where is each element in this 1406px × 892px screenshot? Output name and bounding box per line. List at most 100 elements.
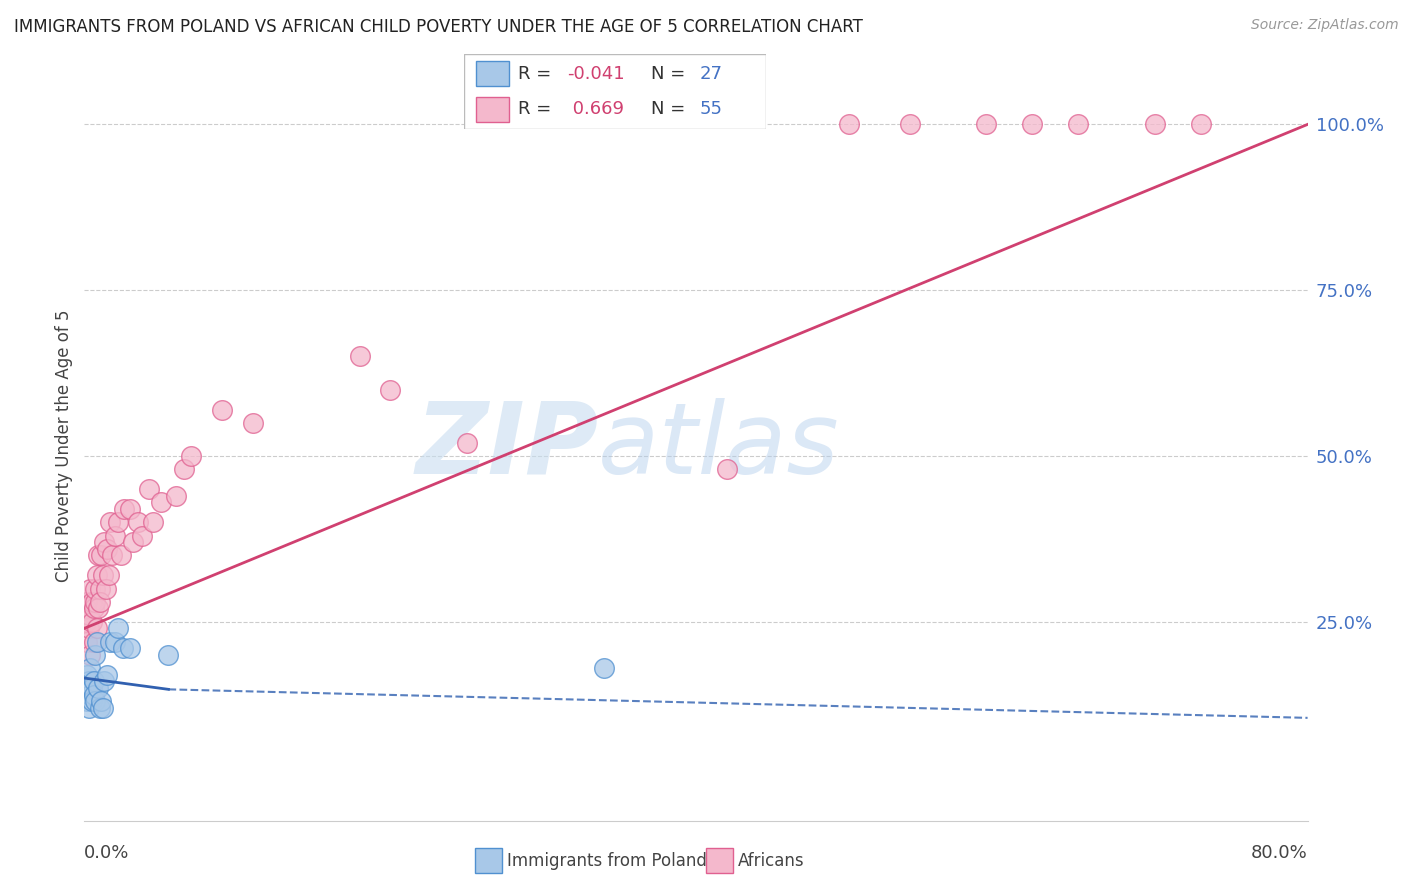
Point (84, 595, 107, 609)
Point (120, 502, 142, 516)
Bar (477, 62, 509, 87)
Point (112, 502, 135, 516)
Point (89, 582, 111, 596)
Point (93, 535, 115, 549)
Point (122, 535, 145, 549)
Point (80, 615, 103, 629)
Point (180, 449, 202, 463)
Text: atlas: atlas (598, 398, 839, 494)
Point (79, 582, 101, 596)
Point (380, 383, 402, 397)
Text: ZIP: ZIP (415, 398, 598, 494)
Text: Immigrants from Poland: Immigrants from Poland (506, 852, 706, 870)
Text: 80.0%: 80.0% (1251, 844, 1308, 862)
Point (93, 674, 115, 689)
Text: IMMIGRANTS FROM POLAND VS AFRICAN CHILD POVERTY UNDER THE AGE OF 5 CORRELATION C: IMMIGRANTS FROM POLAND VS AFRICAN CHILD … (14, 18, 863, 36)
Bar (706, 848, 733, 873)
Point (76, 694, 98, 708)
Point (111, 641, 134, 656)
Text: 0.669: 0.669 (567, 100, 624, 119)
Bar (477, 96, 509, 122)
Point (87, 601, 110, 615)
Point (149, 495, 172, 509)
Text: Africans: Africans (738, 852, 804, 870)
Point (131, 528, 153, 542)
Point (77, 674, 100, 689)
Point (1189, 117, 1212, 131)
Point (593, 661, 616, 675)
Point (456, 435, 478, 450)
Y-axis label: Child Poverty Under the Age of 5: Child Poverty Under the Age of 5 (55, 310, 73, 582)
Point (98, 515, 121, 529)
Point (89, 701, 111, 715)
Text: 55: 55 (700, 100, 723, 119)
Point (838, 117, 860, 131)
Text: 0.0%: 0.0% (84, 844, 129, 862)
Point (75, 601, 97, 615)
Point (83, 634, 105, 648)
Point (96, 541, 118, 556)
Point (76, 634, 98, 648)
Point (84, 648, 107, 662)
FancyBboxPatch shape (464, 54, 766, 129)
Point (86, 621, 108, 635)
Point (157, 648, 180, 662)
Point (83, 601, 105, 615)
Text: Source: ZipAtlas.com: Source: ZipAtlas.com (1251, 18, 1399, 32)
Point (76, 667, 98, 681)
Point (110, 549, 132, 563)
Bar (475, 848, 502, 873)
Text: N =: N = (651, 100, 692, 119)
Point (107, 515, 129, 529)
Point (138, 482, 160, 496)
Point (77, 621, 100, 635)
Point (107, 621, 129, 635)
Point (96, 667, 118, 681)
Point (84, 582, 107, 596)
Point (84, 694, 107, 708)
Point (142, 515, 165, 529)
Point (1067, 117, 1090, 131)
Point (1143, 117, 1166, 131)
Point (89, 595, 111, 609)
Point (90, 549, 112, 563)
Point (79, 648, 101, 662)
Text: -0.041: -0.041 (567, 64, 624, 83)
Text: R =: R = (519, 64, 557, 83)
Point (86, 634, 108, 648)
Point (83, 674, 105, 689)
Point (165, 489, 187, 503)
Text: N =: N = (651, 64, 692, 83)
Point (104, 528, 127, 542)
Point (87, 549, 110, 563)
Point (86, 568, 108, 582)
Point (75, 681, 97, 695)
Point (83, 688, 105, 702)
Point (87, 681, 110, 695)
Point (120, 641, 142, 656)
Point (97, 568, 120, 582)
Point (104, 634, 127, 648)
Point (91, 701, 114, 715)
Point (242, 416, 264, 430)
Point (80, 681, 103, 695)
Point (127, 515, 149, 529)
Text: R =: R = (519, 100, 557, 119)
Point (716, 462, 738, 476)
Point (349, 350, 371, 364)
Point (77, 608, 100, 623)
Point (90, 694, 112, 708)
Point (79, 661, 101, 675)
Point (77, 701, 100, 715)
Point (173, 462, 195, 476)
Point (211, 402, 233, 417)
Point (1021, 117, 1043, 131)
Text: 27: 27 (700, 64, 723, 83)
Point (898, 117, 921, 131)
Point (98, 634, 121, 648)
Point (80, 595, 103, 609)
Point (76, 595, 98, 609)
Point (75, 615, 97, 629)
Point (94, 582, 117, 596)
Point (80, 694, 103, 708)
